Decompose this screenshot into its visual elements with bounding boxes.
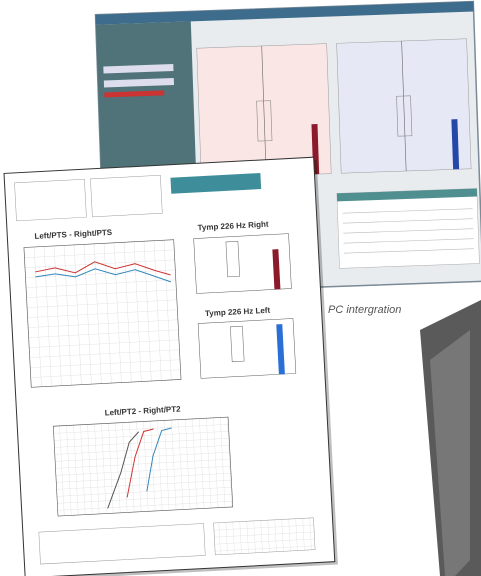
audiogram-plot bbox=[23, 239, 182, 388]
io-plot bbox=[52, 416, 234, 517]
left-bar bbox=[276, 324, 285, 375]
axis bbox=[401, 41, 407, 171]
tymp-right-plot bbox=[193, 233, 292, 294]
io-curve bbox=[126, 428, 154, 498]
device-highlight bbox=[430, 330, 470, 576]
right-curve bbox=[35, 261, 171, 276]
io-curve bbox=[107, 431, 140, 509]
tymp-left-plot bbox=[197, 318, 297, 379]
logo bbox=[170, 173, 262, 194]
notes-box bbox=[38, 523, 206, 565]
box bbox=[396, 95, 413, 137]
report-page: Left/PTS - Right/PTS Tymp 226 Hz Right T… bbox=[3, 156, 338, 576]
io-curve bbox=[146, 427, 172, 492]
tymp-left-title: Tymp 226 Hz Left bbox=[205, 306, 271, 318]
box bbox=[256, 100, 273, 142]
right-bar bbox=[272, 249, 281, 290]
table-header bbox=[336, 188, 478, 202]
side-field bbox=[103, 64, 174, 74]
caption: PC intergration bbox=[328, 304, 401, 316]
box bbox=[225, 240, 241, 278]
summary-table bbox=[213, 517, 316, 556]
tymp-right-title: Tymp 226 Hz Right bbox=[197, 220, 269, 233]
left-bar bbox=[451, 119, 460, 170]
title-bar bbox=[95, 1, 474, 25]
io-title: Left/PT2 - Right/PT2 bbox=[104, 404, 181, 417]
box bbox=[230, 325, 245, 363]
table-rows bbox=[342, 208, 474, 254]
audiogram-title: Left/PTS - Right/PTS bbox=[34, 228, 113, 241]
info-box bbox=[90, 174, 163, 218]
axis bbox=[261, 45, 267, 176]
left-curve bbox=[35, 268, 172, 283]
side-field bbox=[103, 78, 175, 88]
side-bar bbox=[104, 90, 165, 98]
info-box bbox=[14, 178, 87, 222]
